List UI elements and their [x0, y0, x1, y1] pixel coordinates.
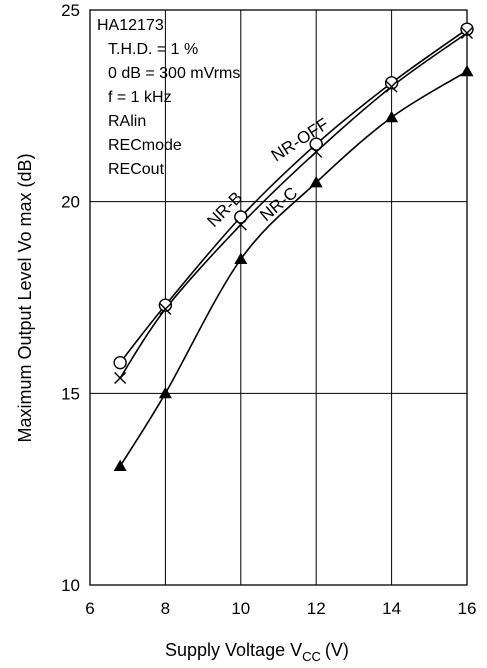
x-tick-label: 14	[382, 599, 401, 618]
x-tick-label: 16	[458, 599, 477, 618]
data-point-triangle	[385, 110, 399, 123]
data-point-triangle	[309, 176, 323, 188]
info-line: f = 1 kHz	[108, 89, 172, 106]
info-model: HA12173	[97, 17, 164, 34]
x-tick-label: 8	[161, 599, 170, 618]
data-point-circle	[158, 298, 173, 312]
data-point-cross	[461, 27, 473, 39]
info-line: RECmode	[108, 137, 182, 154]
data-point-circle	[234, 210, 248, 224]
series-markers	[113, 22, 474, 472]
data-point-circle	[384, 76, 399, 90]
y-tick-label: 15	[61, 384, 80, 403]
x-tick-label: 10	[231, 599, 250, 618]
y-tick-label: 25	[61, 1, 80, 20]
y-tick-label: 10	[61, 576, 80, 595]
data-point-cross	[159, 303, 172, 315]
series-curves	[119, 28, 468, 467]
data-point-triangle	[234, 252, 248, 265]
series-line-nr-b	[119, 32, 468, 379]
x-tick-labels: 6 8 10 12 14 16	[85, 599, 476, 618]
data-point-circle	[113, 355, 127, 370]
y-tick-label: 20	[61, 193, 80, 212]
plot-frame	[89, 9, 468, 586]
x-axis-title: Supply Voltage VCC (V)	[165, 640, 349, 664]
x-axis-title-subscript: CC	[302, 649, 321, 664]
y-axis-title: Maximum Output Level Vo max (dB)	[15, 153, 35, 442]
series-line-nr-c	[119, 70, 468, 467]
x-tick-label: 12	[307, 599, 326, 618]
data-point-triangle	[460, 64, 474, 77]
x-axis-title-main: Supply Voltage V	[165, 640, 302, 660]
x-tick-label: 6	[85, 599, 94, 618]
x-axis-title-unit: (V)	[325, 640, 349, 660]
info-box: HA12173 T.H.D. = 1 % 0 dB = 300 mVrms f = 1…	[97, 17, 240, 178]
info-line: RECout	[108, 161, 165, 178]
data-point-triangle	[113, 459, 127, 472]
data-point-triangle	[158, 386, 172, 399]
data-point-circle	[460, 22, 474, 36]
data-point-circle	[309, 137, 323, 151]
series-label-nr-c: NR-C	[256, 183, 301, 225]
data-point-cross	[234, 218, 247, 231]
y-tick-labels: 10 15 20 25	[61, 1, 80, 595]
series-label-nr-off: NR-OFF	[268, 114, 332, 165]
data-point-cross	[114, 372, 127, 384]
info-line: 0 dB = 300 mVrms	[108, 65, 240, 82]
info-line: RAlin	[108, 113, 146, 130]
data-point-cross	[385, 80, 398, 93]
data-point-cross	[310, 145, 323, 158]
info-line: T.H.D. = 1 %	[108, 41, 198, 58]
